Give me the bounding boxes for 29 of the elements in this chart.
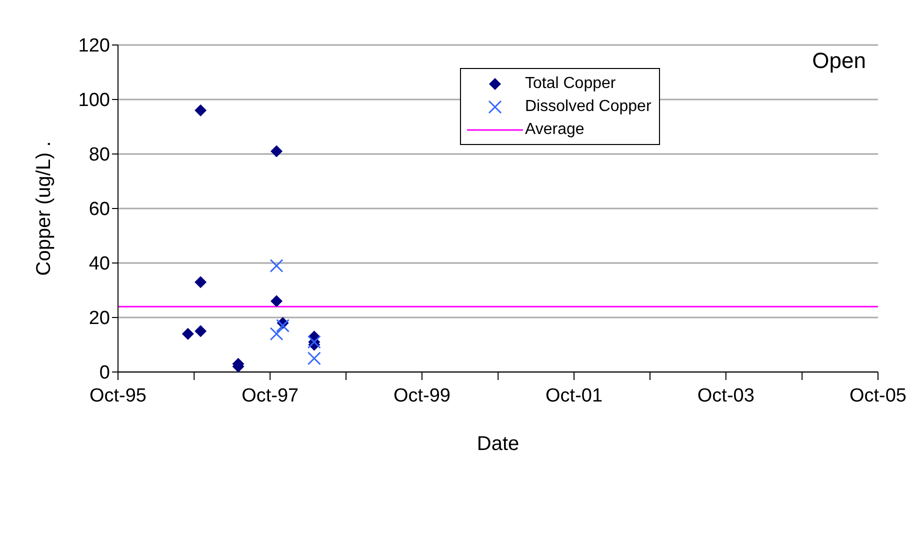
point (270, 258, 284, 272)
point (194, 325, 207, 338)
point (182, 328, 194, 340)
point (276, 318, 290, 332)
y-tick-label: 40 (88, 254, 110, 275)
y-tick-label: 0 (99, 362, 110, 384)
chart-title: Open (812, 48, 866, 73)
point (307, 352, 321, 366)
x-tick-label: Oct-05 (849, 385, 907, 406)
x-tick-label: Oct-97 (242, 385, 299, 406)
y-tick-label: 20 (88, 308, 110, 330)
y-tick-label: 100 (78, 90, 110, 112)
point (270, 295, 283, 308)
y-tick-label: 120 (78, 36, 110, 57)
point (194, 104, 207, 116)
legend-label: Total Copper (525, 74, 616, 92)
legend-label: Dissolved Copper (525, 98, 652, 116)
y-axis-title: Copper (ug/L) . (33, 141, 56, 276)
x-tick-label: Oct-99 (393, 385, 450, 406)
point (270, 145, 283, 158)
x-tick-label: Oct-95 (89, 385, 147, 406)
legend-label: Average (525, 120, 584, 138)
point (194, 276, 207, 288)
x-tick-label: Oct-03 (697, 385, 754, 406)
y-tick-label: 60 (88, 199, 110, 220)
x-tick-label: Oct-01 (546, 385, 603, 406)
point (270, 327, 284, 341)
x-axis-title: Date (476, 433, 520, 455)
y-tick-label: 80 (88, 144, 110, 166)
